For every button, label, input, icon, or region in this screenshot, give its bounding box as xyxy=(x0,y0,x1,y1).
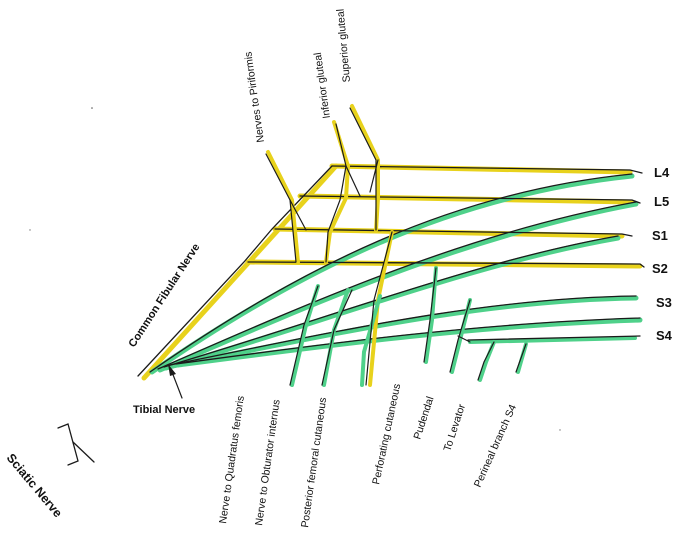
s4-green-trunk xyxy=(468,336,637,344)
root-label-l4: L4 xyxy=(654,165,670,180)
root-label-s2: S2 xyxy=(652,261,668,276)
lower-branches xyxy=(289,266,528,387)
perforating-cutaneous-branch xyxy=(424,266,438,364)
label-common-fibular: Common Fibular Nerve xyxy=(126,242,202,350)
lower-branch-labels: Nerve to Quadratus femoris Nerve to Obtu… xyxy=(217,383,519,529)
label-perforating-cutaneous: Perforating cutaneous xyxy=(370,383,403,486)
label-nerves-to-piriformis: Nerves to Piriformis xyxy=(242,51,267,143)
levator-branch xyxy=(478,340,496,382)
l4-green-trunk xyxy=(149,173,635,375)
root-labels: L4 L5 S1 S2 S3 S4 xyxy=(652,165,673,343)
label-perineal-branch-s4: Perineal branch S4 xyxy=(472,403,519,490)
label-tibial: Tibial Nerve xyxy=(133,404,195,416)
posterior-femoral-cutaneous-branch xyxy=(360,230,394,387)
upper-branches xyxy=(265,104,380,264)
root-label-l5: L5 xyxy=(654,194,669,209)
anterior-division-trunks xyxy=(149,173,643,375)
inferior-gluteal-branch xyxy=(324,120,351,264)
superior-gluteal-branch xyxy=(350,104,380,232)
s2-green-trunk xyxy=(169,295,639,369)
label-pudendal: Pudendal xyxy=(411,395,436,441)
label-to-levator: To Levator xyxy=(441,402,468,453)
s3-green-trunk xyxy=(175,317,643,368)
s1-green-trunk xyxy=(163,235,621,371)
quadratus-femoris-branch xyxy=(290,284,320,387)
label-superior-gluteal: Superior gluteal xyxy=(335,8,353,82)
label-quadratus-femoris: Nerve to Quadratus femoris xyxy=(217,395,247,524)
piriformis-branch xyxy=(266,150,300,264)
tibial-arrow xyxy=(168,364,183,399)
l5-green-trunk xyxy=(157,201,639,373)
sciatic-bracket xyxy=(57,423,95,466)
label-obturator-internus: Nerve to Obturator internus xyxy=(253,399,283,527)
label-posterior-femoral-cutaneous: Posterior femoral cutaneous xyxy=(299,397,329,529)
label-inferior-gluteal: Inferior gluteal xyxy=(312,52,333,120)
root-label-s1: S1 xyxy=(652,228,668,243)
sciatic-nerve-title: Sciatic Nerve xyxy=(4,451,65,520)
common-fibular-yellow xyxy=(141,163,339,381)
trunk-outlines xyxy=(137,165,645,377)
root-label-s3: S3 xyxy=(656,295,672,310)
pudendal-branch xyxy=(450,298,472,374)
root-label-s4: S4 xyxy=(656,328,673,343)
paper-specks xyxy=(29,107,561,431)
